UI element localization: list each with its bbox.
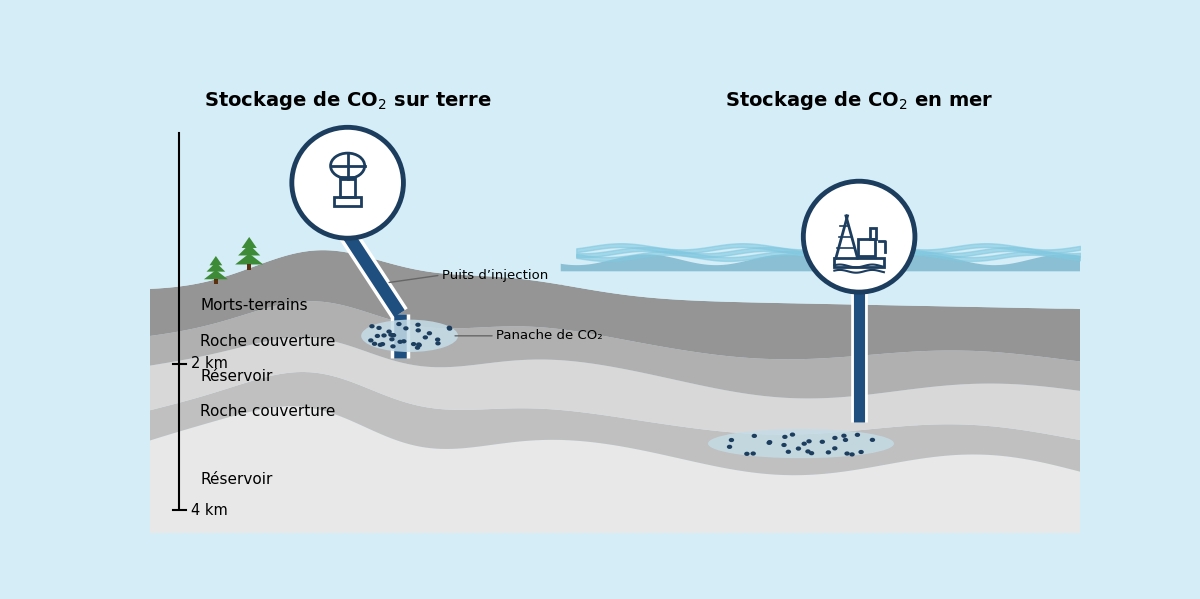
Ellipse shape: [397, 340, 403, 344]
Ellipse shape: [389, 337, 395, 341]
Polygon shape: [204, 270, 228, 279]
Ellipse shape: [416, 343, 421, 347]
Text: Réservoir: Réservoir: [200, 369, 272, 384]
Ellipse shape: [415, 346, 420, 350]
Ellipse shape: [361, 320, 458, 352]
Ellipse shape: [806, 439, 811, 443]
Ellipse shape: [826, 450, 832, 455]
Polygon shape: [150, 372, 1080, 475]
Polygon shape: [150, 337, 1080, 440]
Ellipse shape: [446, 326, 452, 331]
Ellipse shape: [750, 452, 756, 456]
Ellipse shape: [382, 333, 386, 338]
Text: Roche couverture: Roche couverture: [200, 404, 336, 419]
Ellipse shape: [751, 434, 757, 438]
Ellipse shape: [727, 444, 732, 449]
Polygon shape: [235, 253, 263, 265]
Ellipse shape: [372, 341, 377, 346]
Ellipse shape: [415, 323, 421, 327]
Ellipse shape: [786, 450, 791, 454]
Ellipse shape: [809, 451, 815, 455]
Ellipse shape: [870, 438, 875, 442]
Text: Stockage de CO$_2$ en mer: Stockage de CO$_2$ en mer: [725, 89, 994, 112]
Ellipse shape: [708, 429, 894, 458]
Ellipse shape: [391, 333, 396, 337]
Polygon shape: [560, 175, 1080, 265]
Ellipse shape: [767, 441, 772, 445]
Text: Réservoir: Réservoir: [200, 472, 272, 487]
Ellipse shape: [805, 449, 811, 453]
Ellipse shape: [416, 343, 422, 347]
Ellipse shape: [403, 326, 408, 331]
Ellipse shape: [370, 324, 374, 328]
Ellipse shape: [803, 181, 914, 292]
Text: Morts-terrains: Morts-terrains: [200, 298, 308, 313]
Ellipse shape: [401, 339, 407, 343]
Ellipse shape: [854, 432, 860, 437]
Polygon shape: [241, 237, 257, 248]
Ellipse shape: [374, 334, 380, 338]
Ellipse shape: [790, 432, 796, 437]
Polygon shape: [150, 250, 1080, 361]
Text: Roche couverture: Roche couverture: [200, 334, 336, 349]
Polygon shape: [150, 406, 1080, 533]
Ellipse shape: [386, 329, 391, 334]
Polygon shape: [238, 244, 260, 256]
Ellipse shape: [832, 436, 838, 440]
Text: Puits d’injection: Puits d’injection: [442, 269, 548, 282]
Ellipse shape: [292, 128, 403, 238]
Ellipse shape: [434, 337, 440, 341]
Ellipse shape: [446, 326, 452, 330]
Polygon shape: [150, 72, 1080, 309]
Polygon shape: [210, 256, 222, 265]
Ellipse shape: [422, 335, 428, 340]
Ellipse shape: [377, 326, 382, 330]
Text: Panache de CO₂: Panache de CO₂: [497, 329, 604, 342]
Polygon shape: [247, 265, 251, 271]
Ellipse shape: [796, 446, 802, 450]
Ellipse shape: [832, 446, 838, 450]
Ellipse shape: [379, 342, 385, 346]
Ellipse shape: [427, 331, 432, 335]
Ellipse shape: [845, 452, 850, 456]
Ellipse shape: [390, 344, 396, 349]
Ellipse shape: [728, 438, 734, 442]
Polygon shape: [150, 301, 1080, 398]
Ellipse shape: [820, 440, 826, 444]
Ellipse shape: [802, 441, 806, 446]
Ellipse shape: [368, 338, 373, 343]
Ellipse shape: [396, 322, 402, 326]
Ellipse shape: [378, 343, 383, 347]
Ellipse shape: [850, 452, 854, 456]
Polygon shape: [206, 262, 226, 272]
Ellipse shape: [858, 450, 864, 454]
Ellipse shape: [782, 435, 787, 439]
Ellipse shape: [781, 443, 787, 447]
Ellipse shape: [415, 328, 421, 332]
Ellipse shape: [744, 452, 750, 456]
Ellipse shape: [389, 332, 394, 337]
Polygon shape: [499, 213, 1080, 271]
Text: Stockage de CO$_2$ sur terre: Stockage de CO$_2$ sur terre: [204, 89, 491, 112]
Polygon shape: [214, 279, 217, 285]
Text: 2 km: 2 km: [191, 356, 228, 371]
Ellipse shape: [842, 438, 848, 442]
Ellipse shape: [436, 341, 440, 346]
Ellipse shape: [841, 434, 847, 438]
Ellipse shape: [410, 342, 416, 346]
Text: 4 km: 4 km: [191, 503, 228, 518]
Ellipse shape: [767, 440, 773, 444]
Ellipse shape: [390, 333, 396, 337]
